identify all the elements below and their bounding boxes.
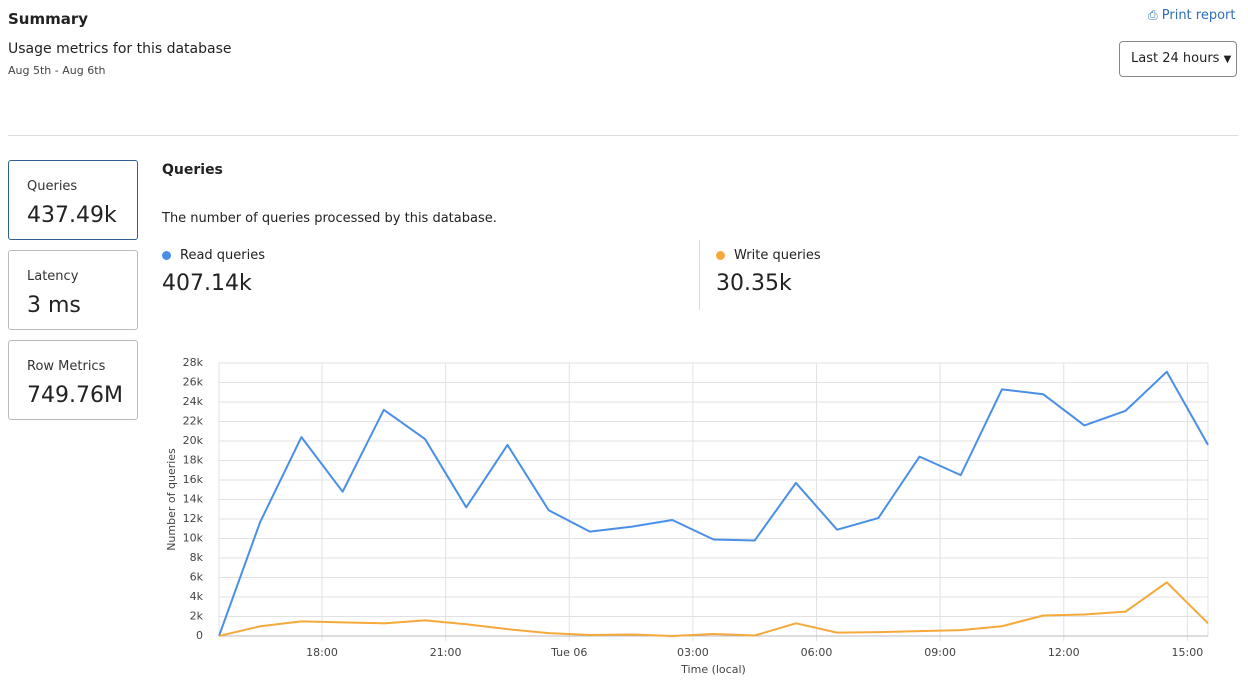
divider xyxy=(8,135,1238,136)
metric-card[interactable]: Latency 3 ms xyxy=(8,250,138,330)
subtitle: Usage metrics for this database xyxy=(8,41,232,57)
legend-dot xyxy=(162,251,171,260)
panel-title: Queries xyxy=(162,162,223,178)
metric-label: Row Metrics xyxy=(27,359,106,374)
y-axis-label: Number of queries xyxy=(165,448,178,551)
dropdown-arrow: ▼ xyxy=(1223,54,1232,65)
y-tick-label: 6k xyxy=(190,571,204,584)
y-tick-label: 12k xyxy=(183,512,204,525)
data-line xyxy=(218,370,1209,637)
legend-label: Write queries xyxy=(734,248,821,263)
y-tick-label: 20k xyxy=(183,434,204,447)
title: Summary xyxy=(8,10,89,28)
metric-value: 3 ms xyxy=(27,293,81,318)
legend-divider xyxy=(699,240,700,310)
y-tick-label: 4k xyxy=(190,590,204,603)
y-tick-label: 28k xyxy=(183,356,204,369)
y-tick-label: 26k xyxy=(183,376,204,389)
x-tick-label: 06:00 xyxy=(801,646,833,659)
x-tick-label: Tue 06 xyxy=(550,646,587,659)
period-label: Last 24 hours xyxy=(1131,51,1220,66)
metric-value: 749.76M xyxy=(27,383,123,408)
y-tick-label: 18k xyxy=(183,454,204,467)
metric-label: Queries xyxy=(27,179,78,194)
legend-total: 30.35k xyxy=(716,271,792,296)
legend-dot xyxy=(716,251,725,260)
print-label: Print report xyxy=(1161,8,1236,23)
y-tick-label: 24k xyxy=(183,395,204,408)
legend-label: Read queries xyxy=(180,248,266,263)
y-tick-label: 16k xyxy=(183,473,204,486)
y-tick-label: 22k xyxy=(183,415,204,428)
metric-value: 437.49k xyxy=(27,203,117,228)
legend-total: 407.14k xyxy=(162,271,252,296)
y-tick-label: 14k xyxy=(183,493,204,506)
y-tick-label: 8k xyxy=(190,551,204,564)
x-tick-label: 03:00 xyxy=(677,646,709,659)
date-range: Aug 5th - Aug 6th xyxy=(8,64,106,77)
x-axis-label: Time (local) xyxy=(680,663,746,676)
x-tick-label: 12:00 xyxy=(1048,646,1080,659)
print-report[interactable]: ⎙ Print report xyxy=(1148,8,1236,23)
x-tick-label: 18:00 xyxy=(306,646,338,659)
x-tick-label: 21:00 xyxy=(430,646,462,659)
print-icon: ⎙ xyxy=(1148,8,1158,22)
y-tick-label: 0 xyxy=(196,629,203,642)
x-tick-label: 09:00 xyxy=(924,646,956,659)
panel-description: The number of queries processed by this … xyxy=(162,211,497,226)
metric-label: Latency xyxy=(27,269,79,284)
metric-card[interactable]: Row Metrics 749.76M xyxy=(8,340,138,420)
y-tick-label: 2k xyxy=(190,610,204,623)
y-tick-label: 10k xyxy=(183,532,204,545)
period-select[interactable]: Last 24 hours ▼ xyxy=(1119,41,1237,77)
metric-card[interactable]: Queries 437.49k xyxy=(8,160,138,240)
x-tick-label: 15:00 xyxy=(1172,646,1204,659)
data-line xyxy=(218,581,1209,637)
